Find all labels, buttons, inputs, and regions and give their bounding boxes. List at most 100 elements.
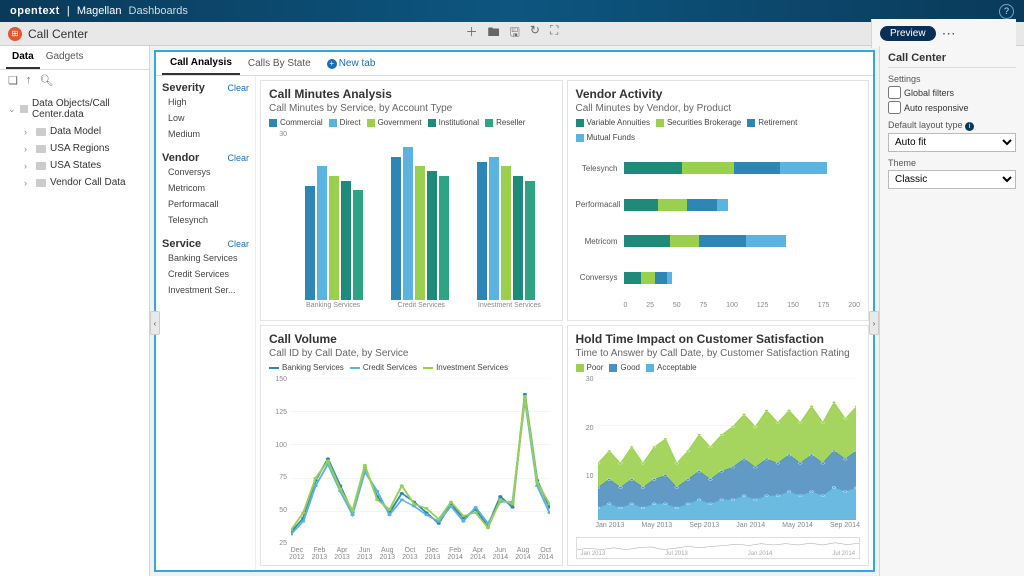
brand-name: opentext: [10, 5, 60, 17]
bar[interactable]: [305, 186, 315, 301]
left-tab-data[interactable]: Data: [6, 46, 40, 69]
help-icon[interactable]: ?: [999, 4, 1014, 19]
bar-segment[interactable]: [670, 235, 699, 247]
bar[interactable]: [525, 181, 535, 300]
legend-item: Good: [609, 363, 640, 372]
auto-responsive-check[interactable]: Auto responsive: [888, 101, 1016, 114]
card-subtitle: Call ID by Call Date, by Service: [269, 348, 554, 359]
bar[interactable]: [427, 171, 437, 300]
bar-segment[interactable]: [699, 235, 746, 247]
global-filters-check[interactable]: Global filters: [888, 86, 1016, 99]
bar-segment[interactable]: [624, 235, 671, 247]
range-slider[interactable]: Jan 2013Jul 2013Jan 2014Jul 2014: [576, 537, 861, 559]
card-vendor-activity: Vendor Activity Call Minutes by Vendor, …: [567, 80, 870, 321]
bar-segment[interactable]: [658, 199, 687, 211]
brand-logo: opentext | Magellan Dashboards: [10, 5, 188, 17]
bar-segment[interactable]: [667, 272, 673, 284]
card-hold-time: Hold Time Impact on Customer Satisfactio…: [567, 325, 870, 566]
legend-item: Retirement: [747, 118, 797, 127]
filter-item[interactable]: Metricom: [162, 180, 249, 196]
chart-grid: Call Minutes Analysis Call Minutes by Se…: [256, 76, 873, 570]
filter-item[interactable]: High: [162, 94, 249, 110]
left-tabs: DataGadgets: [0, 46, 149, 70]
bar[interactable]: [403, 147, 413, 300]
card-subtitle: Call Minutes by Service, by Account Type: [269, 103, 554, 114]
add-icon[interactable]: ＋: [466, 23, 478, 44]
bar[interactable]: [501, 166, 511, 300]
bar[interactable]: [329, 176, 339, 300]
legend-item: Acceptable: [646, 363, 697, 372]
filter-item[interactable]: Performacall: [162, 196, 249, 212]
collapse-right-icon[interactable]: ›: [869, 311, 879, 335]
filter-item[interactable]: Investment Ser...: [162, 282, 249, 298]
bar-segment[interactable]: [780, 162, 827, 174]
collapse-left-icon[interactable]: ‹: [150, 311, 160, 335]
bar[interactable]: [439, 176, 449, 300]
fullscreen-icon[interactable]: ⛶: [550, 23, 558, 44]
folder-icon[interactable]: 🖿: [488, 23, 500, 44]
tree-node[interactable]: USA Regions: [6, 140, 143, 157]
bar-segment[interactable]: [687, 199, 716, 211]
bar[interactable]: [477, 162, 487, 300]
filter-item[interactable]: Telesynch: [162, 212, 249, 228]
up-icon[interactable]: ↑: [26, 74, 32, 87]
clear-link[interactable]: Clear: [227, 83, 249, 93]
canvas: Call AnalysisCalls By State+New tab Seve…: [154, 50, 875, 572]
filter-group: SeverityClearHighLowMedium: [162, 82, 249, 142]
layout-label: Default layout type i: [888, 120, 1016, 131]
bar[interactable]: [353, 190, 363, 300]
search-icon[interactable]: 🔍︎: [39, 74, 53, 87]
legend-item: Variable Annuities: [576, 118, 650, 127]
legend-item: Government: [367, 118, 422, 127]
bar-segment[interactable]: [624, 272, 641, 284]
canvas-tab[interactable]: Calls By State: [240, 53, 319, 74]
theme-label: Theme: [888, 158, 1016, 168]
stack-icon[interactable]: ❏: [8, 74, 18, 87]
bar-segment[interactable]: [734, 162, 781, 174]
panel-title: Call Center: [888, 52, 1016, 68]
bar[interactable]: [391, 157, 401, 300]
tree-node[interactable]: USA States: [6, 157, 143, 174]
refresh-icon[interactable]: ↻: [530, 23, 540, 44]
bar-segment[interactable]: [682, 162, 734, 174]
tree-node[interactable]: Vendor Call Data: [6, 174, 143, 191]
filter-item[interactable]: Low: [162, 110, 249, 126]
bar[interactable]: [341, 181, 351, 300]
card-title: Vendor Activity: [576, 87, 861, 101]
card-subtitle: Call Minutes by Vendor, by Product: [576, 103, 861, 114]
filter-group: ServiceClearBanking ServicesCredit Servi…: [162, 238, 249, 298]
filter-item[interactable]: Credit Services: [162, 266, 249, 282]
left-tab-gadgets[interactable]: Gadgets: [40, 46, 90, 69]
bar[interactable]: [489, 157, 499, 300]
layout-select[interactable]: Auto fit: [888, 133, 1016, 152]
preview-button[interactable]: Preview: [880, 26, 936, 41]
tree-root[interactable]: Data Objects/Call Center.data: [6, 95, 143, 123]
dashboard-icon: ⊞: [8, 27, 22, 41]
card-title: Call Volume: [269, 332, 554, 346]
bar-segment[interactable]: [746, 235, 787, 247]
card-call-minutes: Call Minutes Analysis Call Minutes by Se…: [260, 80, 563, 321]
tree-node[interactable]: Data Model: [6, 123, 143, 140]
more-icon[interactable]: ⋯: [942, 25, 957, 42]
legend-item: Mutual Funds: [576, 133, 635, 142]
bar[interactable]: [513, 176, 523, 300]
filter-item[interactable]: Medium: [162, 126, 249, 142]
canvas-tab[interactable]: Call Analysis: [162, 52, 240, 75]
filter-item[interactable]: Conversys: [162, 164, 249, 180]
bar-segment[interactable]: [717, 199, 729, 211]
bar-segment[interactable]: [624, 162, 682, 174]
save-icon[interactable]: 🖫: [510, 23, 520, 44]
legend-item: Credit Services: [350, 363, 417, 372]
bar-segment[interactable]: [624, 199, 659, 211]
canvas-tabs: Call AnalysisCalls By State+New tab: [156, 52, 873, 76]
bar[interactable]: [317, 166, 327, 300]
theme-select[interactable]: Classic: [888, 170, 1016, 189]
clear-link[interactable]: Clear: [227, 239, 249, 249]
filter-item[interactable]: Banking Services: [162, 250, 249, 266]
bar[interactable]: [415, 166, 425, 300]
settings-label: Settings: [888, 74, 1016, 84]
new-tab-button[interactable]: +New tab: [319, 53, 384, 74]
bar-segment[interactable]: [655, 272, 667, 284]
clear-link[interactable]: Clear: [227, 153, 249, 163]
bar-segment[interactable]: [641, 272, 655, 284]
